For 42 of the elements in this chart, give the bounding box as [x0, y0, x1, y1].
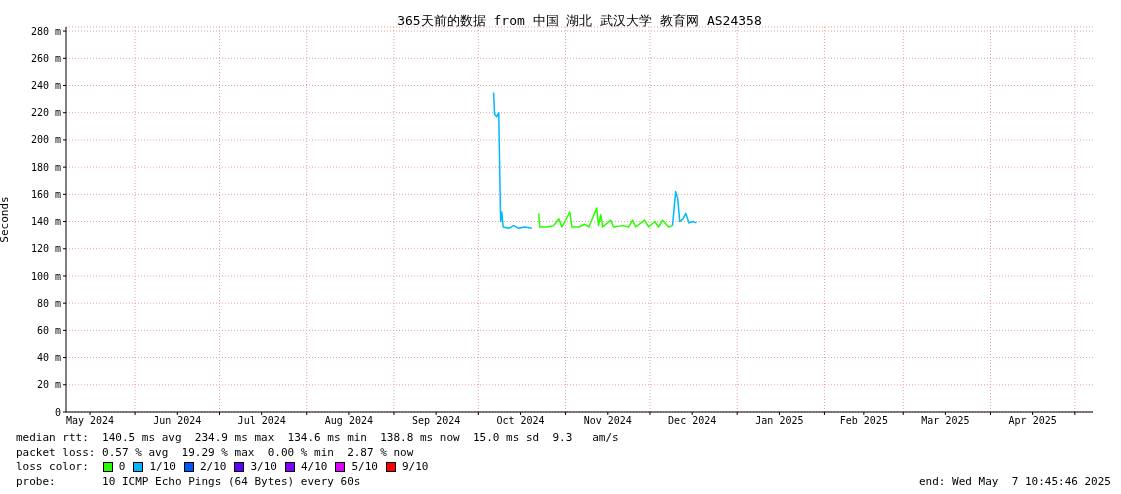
y-tick-label: 160 m — [30, 188, 61, 200]
x-tick-label: Jan 2025 — [755, 415, 804, 427]
x-tick-label: Mar 2025 — [921, 415, 970, 427]
y-tick-label: 20 m — [36, 379, 61, 391]
chart-title: 365天前的数据 from 中国 湖北 武汉大学 教育网 AS24358 — [396, 12, 763, 30]
y-tick-label: 280 m — [30, 25, 61, 37]
x-tick-label: Aug 2024 — [324, 415, 374, 427]
text: packet loss: 0.57 % avg 19.29 % max 0.00 % min 2.87 % now — [16, 445, 415, 460]
x-tick-label: May 2024 — [65, 415, 115, 427]
y-tick-label: 220 m — [30, 107, 61, 119]
legend-label: 0 — [118, 460, 126, 475]
text: end: Wed May 7 10:45:46 2025 — [918, 474, 1111, 489]
legend-label: 4/10 — [300, 460, 328, 475]
legend-label: 3/10 — [250, 460, 277, 475]
y-axis-title: Seconds — [0, 196, 11, 243]
y-tick-label: 180 m — [30, 161, 61, 173]
y-tick-label: 260 m — [30, 52, 61, 64]
x-tick-label: Nov 2024 — [583, 415, 632, 427]
text: median rtt: 140.5 ms avg 234.9 ms max 134.6 ms min 138.8 ms now 15.0 ms sd 9.3 am/s — [16, 431, 620, 446]
y-tick-label: 100 m — [30, 270, 61, 282]
y-tick-label: 0 — [54, 406, 61, 418]
y-tick-label: 60 m — [36, 324, 61, 336]
x-tick-label: Dec 2024 — [668, 415, 717, 427]
x-tick-label: Oct 2024 — [496, 415, 545, 427]
x-tick-label: Sep 2024 — [412, 415, 461, 427]
y-tick-label: 120 m — [30, 243, 61, 255]
y-tick-label: 80 m — [36, 297, 61, 309]
y-tick-label: 200 m — [30, 134, 61, 146]
line-series — [537, 207, 674, 228]
x-tick-label: Jun 2024 — [153, 415, 202, 427]
y-tick-label: 40 m — [36, 352, 61, 364]
x-tick-label: Apr 2025 — [1008, 415, 1057, 427]
x-tick-label: Jul 2024 — [237, 415, 286, 427]
legend-label: 9/10 — [401, 460, 429, 475]
legend-label: 2/10 — [199, 460, 227, 475]
y-tick-label: 240 m — [30, 80, 61, 92]
legend-label: 5/10 — [351, 460, 378, 475]
legend-title: loss color: — [16, 460, 89, 475]
text: probe: 10 ICMP Echo Pings (64 Bytes) every 60s — [16, 474, 361, 489]
y-tick-label: 140 m — [30, 216, 61, 228]
legend-label: 1/10 — [149, 460, 176, 475]
x-tick-label: Feb 2025 — [839, 415, 888, 427]
